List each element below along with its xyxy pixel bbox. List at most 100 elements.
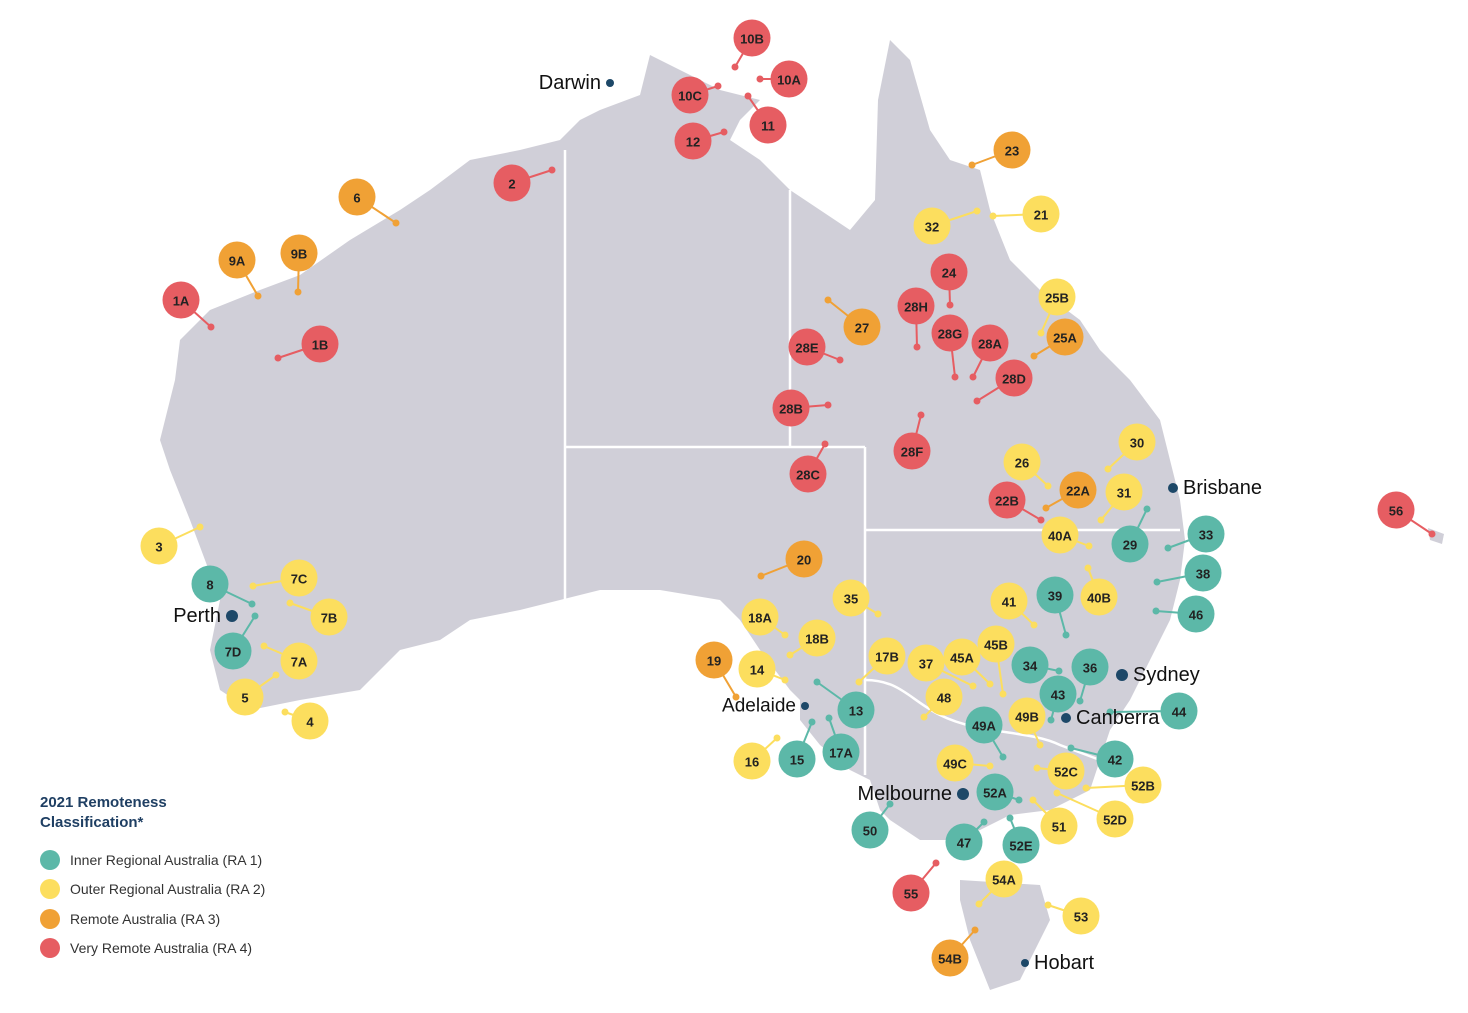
site-marker: 7A — [260, 642, 318, 680]
site-dot — [1044, 482, 1052, 490]
site-label: 55 — [904, 887, 918, 902]
site-marker: 14 — [738, 650, 789, 688]
site-marker: 55 — [892, 859, 940, 912]
site-circle — [931, 314, 969, 352]
site-circle — [301, 325, 339, 363]
site-circle — [1047, 752, 1085, 790]
site-dot — [973, 207, 981, 215]
site-marker: 6 — [338, 178, 400, 227]
site-label: 49C — [943, 757, 967, 772]
city-label: Perth — [173, 605, 221, 627]
site-marker: 18B — [786, 619, 836, 659]
city-dot — [801, 702, 809, 710]
site-marker: 49B — [1008, 697, 1046, 749]
site-label: 28G — [938, 327, 963, 342]
city-label: Brisbane — [1183, 477, 1262, 499]
legend-swatch — [40, 938, 60, 959]
city-label: Darwin — [539, 72, 601, 94]
site-label: 20 — [797, 553, 811, 568]
site-marker: 56 — [1377, 491, 1436, 538]
site-circle — [945, 823, 983, 861]
site-circle — [1187, 515, 1225, 553]
site-circle — [985, 860, 1023, 898]
site-circle — [1096, 740, 1134, 778]
site-label: 26 — [1015, 456, 1029, 471]
site-label: 1B — [312, 338, 329, 353]
city-dot — [606, 79, 614, 87]
site-dot — [999, 753, 1007, 761]
site-marker: 28D — [973, 359, 1033, 405]
site-dot — [986, 680, 994, 688]
site-label: 6 — [353, 191, 360, 206]
site-marker: 13 — [813, 678, 875, 729]
site-label: 51 — [1052, 820, 1066, 835]
site-marker: 41 — [990, 582, 1038, 629]
site-marker: 3 — [140, 523, 204, 565]
site-marker: 22A — [1042, 471, 1097, 512]
site-label: 22A — [1066, 484, 1090, 499]
site-marker: 47 — [945, 818, 988, 861]
site-circle — [1062, 897, 1100, 935]
site-marker: 28A — [969, 324, 1009, 381]
site-marker: 20 — [757, 540, 823, 580]
site-marker: 33 — [1164, 515, 1225, 553]
legend: 2021 Remoteness Classification* Inner Re… — [40, 793, 280, 963]
site-label: 40B — [1087, 591, 1111, 606]
site-label: 7B — [321, 611, 338, 626]
site-label: 35 — [844, 592, 858, 607]
site-marker: 32 — [913, 207, 981, 245]
site-label: 39 — [1048, 589, 1062, 604]
city-dot — [1021, 959, 1029, 967]
site-dot — [281, 708, 289, 716]
site-dot — [1047, 716, 1055, 724]
legend-label: Inner Regional Australia (RA 1) — [70, 851, 263, 868]
site-circle — [837, 691, 875, 729]
site-circle — [280, 559, 318, 597]
site-circle — [913, 207, 951, 245]
site-circle — [1118, 423, 1156, 461]
site-label: 33 — [1199, 528, 1213, 543]
site-marker: 1B — [274, 325, 339, 363]
site-label: 46 — [1189, 608, 1203, 623]
site-marker: 26 — [1003, 443, 1052, 490]
site-dot — [786, 651, 794, 659]
site-dot — [971, 926, 979, 934]
site-circle — [214, 632, 252, 670]
site-dot — [731, 63, 739, 71]
site-dot — [1164, 544, 1172, 552]
site-circle — [1111, 525, 1149, 563]
legend-title: 2021 Remoteness Classification* — [40, 794, 167, 831]
site-dot — [973, 397, 981, 405]
site-label: 52C — [1054, 765, 1078, 780]
site-label: 15 — [790, 753, 804, 768]
site-label: 7D — [225, 645, 242, 660]
site-dot — [294, 288, 302, 296]
site-label: 49A — [972, 719, 996, 734]
site-label: 7C — [291, 572, 308, 587]
site-label: 9B — [291, 247, 308, 262]
site-circle — [1039, 675, 1077, 713]
site-circle — [995, 359, 1033, 397]
site-label: 52D — [1103, 813, 1127, 828]
site-dot — [836, 356, 844, 364]
site-dot — [392, 219, 400, 227]
site-circle — [226, 678, 264, 716]
site-dot — [1037, 516, 1045, 524]
site-circle — [832, 579, 870, 617]
site-circle — [1160, 692, 1198, 730]
city-dot — [1061, 713, 1071, 723]
site-circle — [976, 773, 1014, 811]
site-dot — [1037, 329, 1045, 337]
site-dot — [1029, 796, 1037, 804]
site-circle — [770, 60, 808, 98]
site-circle — [907, 644, 945, 682]
site-dot — [1428, 530, 1436, 538]
site-label: 28C — [796, 468, 820, 483]
site-circle — [977, 625, 1015, 663]
site-marker: 36 — [1071, 648, 1109, 705]
site-label: 40A — [1048, 529, 1072, 544]
site-marker: 34 — [1011, 646, 1063, 684]
site-label: 10A — [777, 73, 801, 88]
site-circle — [892, 874, 930, 912]
site-label: 32 — [925, 220, 939, 235]
